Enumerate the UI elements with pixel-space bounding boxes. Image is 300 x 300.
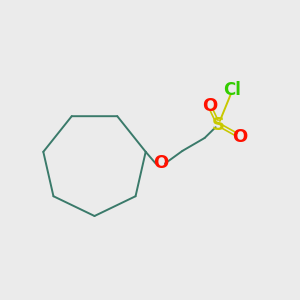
Text: O: O bbox=[153, 154, 168, 172]
Text: O: O bbox=[232, 128, 247, 146]
Text: O: O bbox=[202, 97, 217, 115]
Text: S: S bbox=[212, 116, 225, 134]
Text: Cl: Cl bbox=[224, 81, 242, 99]
